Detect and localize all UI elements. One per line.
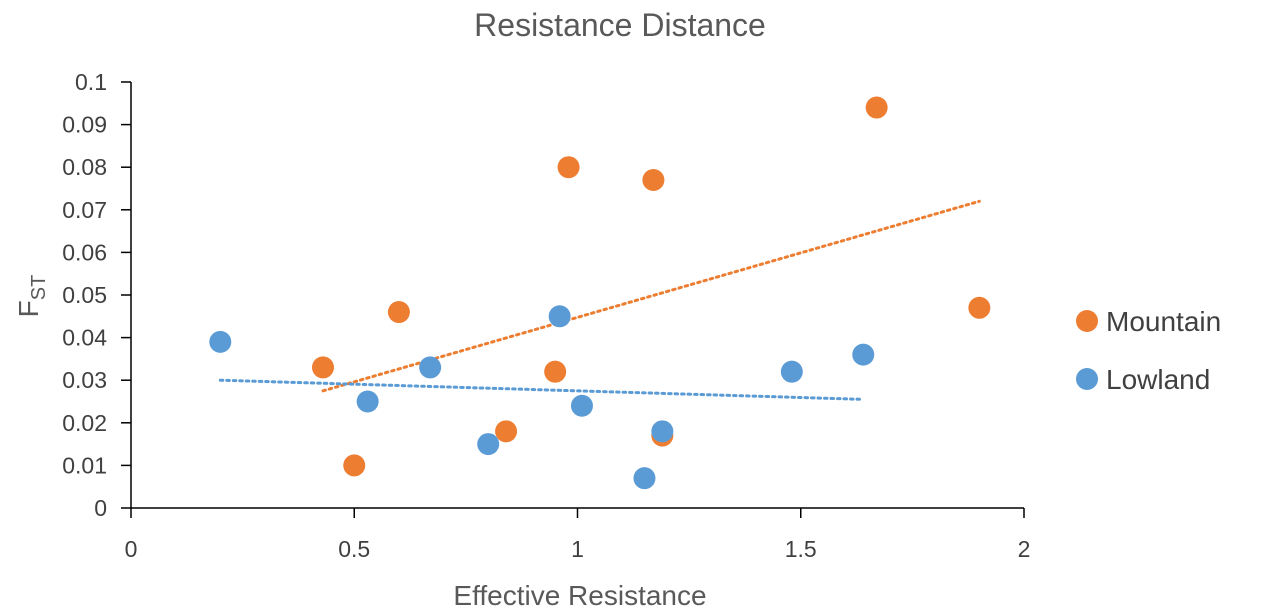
legend-marker-lowland (1076, 368, 1098, 390)
lowland-point (651, 420, 674, 443)
mountain-point (495, 420, 518, 443)
y-tick-label: 0.07 (62, 197, 107, 223)
lowland-point (852, 343, 875, 366)
x-axis-ticks: 0 0.5 1 1.5 2 (125, 508, 1031, 562)
y-tick-label: 0.1 (75, 69, 107, 95)
lowland-point (633, 467, 656, 490)
y-tick-label: 0.03 (62, 367, 107, 393)
lowland-point (356, 390, 379, 413)
chart-title: Resistance Distance (474, 7, 766, 43)
mountain-point (343, 454, 366, 477)
mountain-point (968, 296, 991, 319)
y-axis-title-subscript: ST (28, 275, 50, 301)
y-tick-label: 0.09 (62, 112, 107, 138)
x-tick-label: 1 (571, 536, 584, 562)
y-tick-label: 0.01 (62, 452, 107, 478)
mountain-point (311, 356, 334, 379)
y-tick-label: 0.06 (62, 239, 107, 265)
x-tick-label: 2 (1018, 536, 1031, 562)
y-tick-label: 0 (94, 495, 107, 521)
mountain-point (642, 168, 665, 191)
y-axis-ticks: 0 0.01 0.02 0.03 0.04 0.05 0.06 0.07 0.08 0.09 0.1 (62, 69, 131, 521)
legend-label-mountain: Mountain (1106, 306, 1221, 337)
y-axis-title: FST (13, 275, 50, 318)
mountain-point (544, 360, 567, 383)
lowland-trendline (218, 378, 865, 401)
lowland-point (780, 360, 803, 383)
mountain-point (865, 96, 888, 119)
data-points (209, 96, 991, 490)
x-axis-title: Effective Resistance (453, 580, 706, 611)
x-tick-label: 0.5 (338, 536, 370, 562)
mountain-point (387, 301, 410, 324)
y-tick-label: 0.05 (62, 282, 107, 308)
lowland-point (209, 330, 232, 353)
legend-label-lowland: Lowland (1106, 364, 1210, 395)
mountain-point (557, 156, 580, 179)
y-tick-label: 0.04 (62, 325, 107, 351)
y-tick-label: 0.08 (62, 154, 107, 180)
lowland-point (548, 305, 571, 328)
lowland-point (477, 433, 500, 456)
lowland-point (419, 356, 442, 379)
trendlines (218, 199, 981, 401)
x-tick-label: 1.5 (785, 536, 817, 562)
x-tick-label: 0 (125, 536, 138, 562)
legend: Mountain Lowland (1076, 306, 1221, 395)
y-tick-label: 0.02 (62, 410, 107, 436)
lowland-point (570, 394, 593, 417)
y-axis-title-main: F (13, 300, 44, 317)
legend-marker-mountain (1076, 310, 1098, 332)
